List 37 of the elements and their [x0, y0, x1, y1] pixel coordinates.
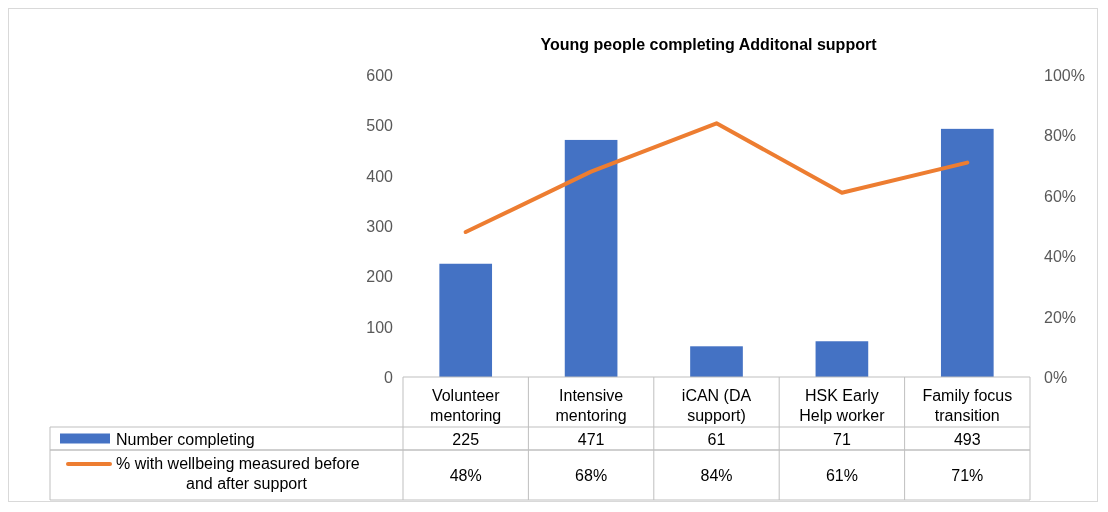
- data-label: 225: [452, 430, 480, 448]
- y2-tick-label: 100%: [1044, 67, 1085, 84]
- data-label: 71: [833, 430, 851, 448]
- y2-tick-label: 20%: [1044, 308, 1077, 326]
- x-tick-label: Intensive mentoring: [555, 387, 627, 424]
- y-tick-label: 100: [366, 318, 394, 336]
- y-tick-label: 300: [366, 218, 394, 235]
- bar: [439, 263, 493, 377]
- y2-tick-label: 40%: [1044, 248, 1077, 266]
- y-tick-label: 600: [366, 67, 394, 84]
- bar: [940, 128, 994, 377]
- y2-tick-label: 80%: [1044, 127, 1077, 145]
- data-label: 84%: [700, 467, 733, 484]
- x-tick-label: iCAN (DA support): [681, 387, 752, 424]
- y-tick-label: 400: [366, 167, 394, 185]
- line-series: [463, 121, 970, 235]
- y-tick-label: 200: [366, 268, 394, 286]
- bar: [690, 346, 743, 377]
- bar: [815, 341, 869, 377]
- x-tick-label: Volunteer mentoring: [430, 387, 502, 424]
- y2-tick-label: 60%: [1044, 187, 1077, 205]
- chart-title: Young people completing Additonal support: [540, 36, 878, 53]
- data-label: 48%: [449, 467, 482, 484]
- legend-label: % with wellbeing measured before and after support: [116, 455, 360, 492]
- data-label: 493: [953, 430, 981, 448]
- y-tick-label: 500: [366, 117, 394, 135]
- data-label: 61%: [825, 467, 858, 484]
- x-tick-label: Family focus transition: [922, 387, 1013, 424]
- legend-label: Number completing: [116, 430, 255, 448]
- x-tick-label: HSK Early Help worker: [799, 387, 886, 424]
- data-label: 471: [577, 430, 605, 448]
- data-label: 61: [707, 430, 726, 448]
- y2-tick-label: 0%: [1044, 369, 1068, 386]
- y-tick-label: 0: [384, 369, 394, 386]
- bar: [564, 139, 618, 377]
- data-label: 71%: [951, 467, 984, 484]
- data-label: 68%: [575, 467, 608, 484]
